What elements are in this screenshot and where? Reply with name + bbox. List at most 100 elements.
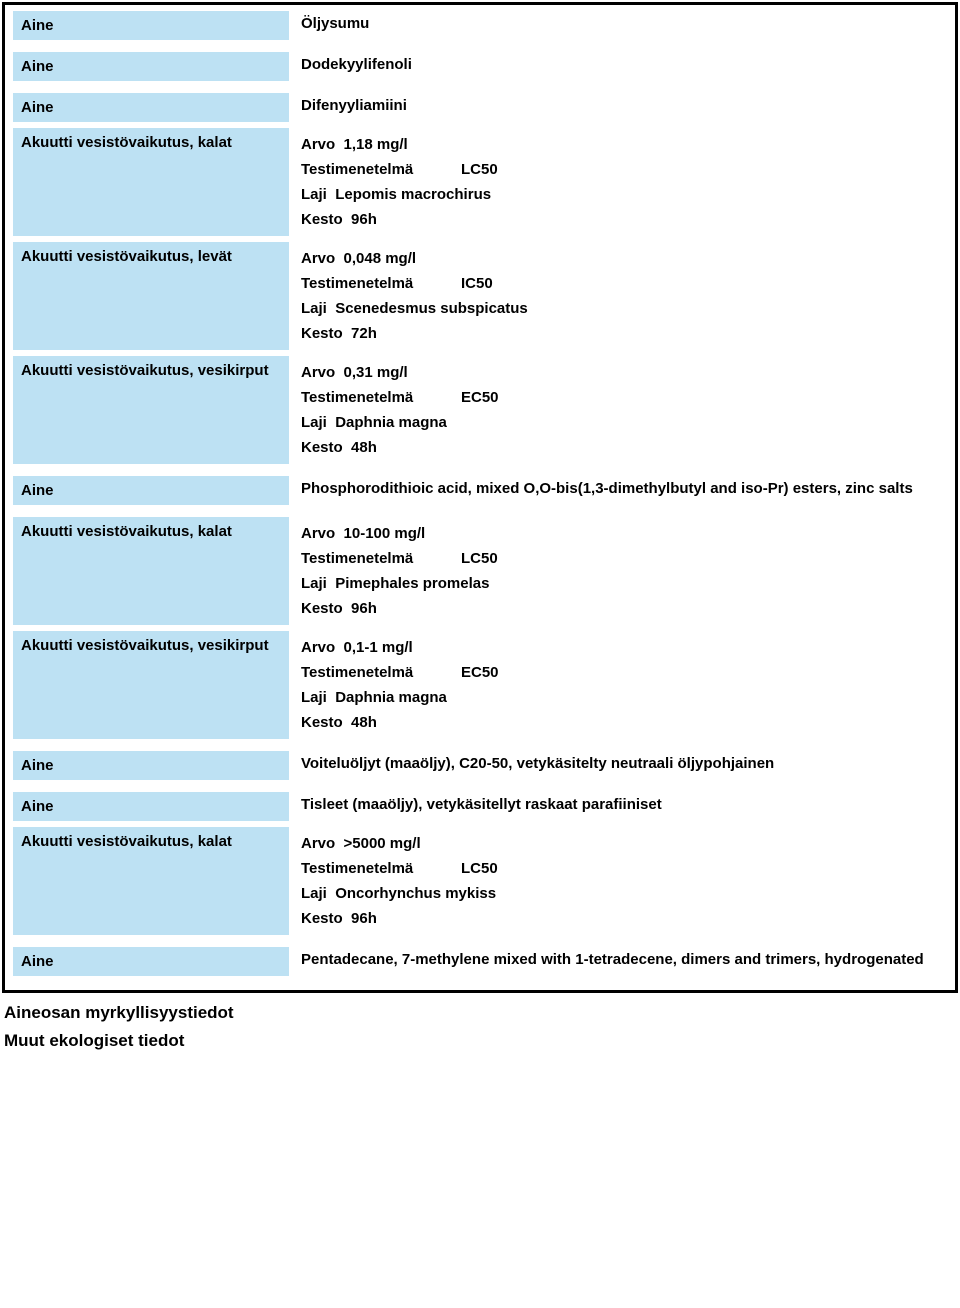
detail-kesto: Kesto 96h xyxy=(301,596,939,621)
detail-arvo-key: Arvo xyxy=(301,639,344,656)
table-row: Akuutti vesistövaikutus, vesikirputArvo … xyxy=(13,631,947,739)
detail-laji-value: Pimephales promelas xyxy=(335,575,489,592)
detail-arvo-key: Arvo xyxy=(301,835,344,852)
detail-laji: Laji Daphnia magna xyxy=(301,685,939,710)
detail-kesto-value: 96h xyxy=(351,211,377,228)
row-label: Aine xyxy=(13,947,289,976)
row-value: Arvo 0,048 mg/lTestimenetelmäIC50Laji Sc… xyxy=(289,242,947,350)
detail-kesto: Kesto 96h xyxy=(301,207,939,232)
detail-testimenetelma-key: Testimenetelmä xyxy=(301,161,461,178)
footer-heading-2: Muut ekologiset tiedot xyxy=(0,1027,960,1055)
row-label: Akuutti vesistövaikutus, vesikirput xyxy=(13,631,289,739)
table-row: AineDodekyylifenoli xyxy=(13,52,947,81)
detail-testimenetelma: TestimenetelmäLC50 xyxy=(301,157,939,182)
row-value: Arvo 0,31 mg/l TestimenetelmäEC50 Laji Dap… xyxy=(289,356,947,464)
detail-testimenetelma-value: LC50 xyxy=(461,161,498,178)
row-value: Öljysumu xyxy=(289,11,947,36)
detail-arvo-key: Arvo xyxy=(301,525,344,542)
row-label: Aine xyxy=(13,11,289,40)
detail-kesto-key: Kesto xyxy=(301,600,351,617)
detail-arvo-value: 10-100 mg/l xyxy=(344,525,426,542)
detail-kesto-value: 48h xyxy=(351,714,377,731)
data-table-container: AineÖljysumuAineDodekyylifenoliAineDifen… xyxy=(2,2,958,993)
detail-laji-value: Scenedesmus subspicatus xyxy=(335,300,528,317)
row-label: Akuutti vesistövaikutus, levät xyxy=(13,242,289,350)
row-label: Aine xyxy=(13,52,289,81)
detail-kesto-key: Kesto xyxy=(301,439,351,456)
detail-arvo: Arvo 0,31 mg/l xyxy=(301,360,939,385)
row-label: Akuutti vesistövaikutus, kalat xyxy=(13,827,289,935)
row-value: Pentadecane, 7-methylene mixed with 1-te… xyxy=(289,947,947,972)
row-label: Akuutti vesistövaikutus, vesikirput xyxy=(13,356,289,464)
table-row: Akuutti vesistövaikutus, levät Arvo 0,048… xyxy=(13,242,947,350)
detail-laji-value: Lepomis macrochirus xyxy=(335,186,491,203)
detail-arvo: Arvo 0,048 mg/l xyxy=(301,246,939,271)
detail-testimenetelma-value: LC50 xyxy=(461,860,498,877)
detail-testimenetelma-value: EC50 xyxy=(461,389,499,406)
detail-kesto: Kesto 48h xyxy=(301,710,939,735)
row-value: Tisleet (maaöljy), vetykäsitellyt raskaa… xyxy=(289,792,947,817)
detail-laji-key: Laji xyxy=(301,689,335,706)
row-value: Arvo 0,1-1 mg/lTestimenetelmäEC50Laji Da… xyxy=(289,631,947,739)
detail-testimenetelma-value: IC50 xyxy=(461,275,493,292)
detail-testimenetelma: TestimenetelmäLC50 xyxy=(301,546,939,571)
row-value: Arvo >5000 mg/lTestimenetelmäLC50Laji On… xyxy=(289,827,947,935)
table-row: AineVoiteluöljyt (maaöljy), C20-50, vety… xyxy=(13,751,947,780)
row-label: Aine xyxy=(13,476,289,505)
detail-arvo-value: 1,18 mg/l xyxy=(344,136,408,153)
detail-laji-value: Daphnia magna xyxy=(335,689,447,706)
detail-arvo-value: 0,31 mg/l xyxy=(344,364,408,381)
table-row: Akuutti vesistövaikutus, vesikirputArvo … xyxy=(13,356,947,464)
detail-kesto-key: Kesto xyxy=(301,910,351,927)
row-label: Akuutti vesistövaikutus, kalat xyxy=(13,128,289,236)
detail-laji: Laji Lepomis macrochirus xyxy=(301,182,939,207)
table-row: AinePhosphorodithioic acid, mixed O,O-bi… xyxy=(13,476,947,505)
table-row: AineÖljysumu xyxy=(13,11,947,40)
table-row: Akuutti vesistövaikutus, kalat Arvo 1,18 … xyxy=(13,128,947,236)
detail-kesto: Kesto 96h xyxy=(301,906,939,931)
detail-kesto: Kesto 72h xyxy=(301,321,939,346)
table-row: AineTisleet (maaöljy), vetykäsitellyt ra… xyxy=(13,792,947,821)
detail-kesto-value: 96h xyxy=(351,600,377,617)
detail-testimenetelma-value: LC50 xyxy=(461,550,498,567)
detail-kesto-value: 48h xyxy=(351,439,377,456)
detail-arvo-key: Arvo xyxy=(301,364,344,381)
detail-arvo-value: 0,048 mg/l xyxy=(344,250,417,267)
table-row: AineDifenyyliamiini xyxy=(13,93,947,122)
detail-testimenetelma-key: Testimenetelmä xyxy=(301,389,461,406)
detail-kesto-value: 72h xyxy=(351,325,377,342)
detail-arvo-key: Arvo xyxy=(301,250,344,267)
row-label: Aine xyxy=(13,792,289,821)
detail-kesto: Kesto 48h xyxy=(301,435,939,460)
row-value: Arvo 1,18 mg/lTestimenetelmäLC50Laji Lep… xyxy=(289,128,947,236)
table-row: Akuutti vesistövaikutus, kalat Arvo >5000… xyxy=(13,827,947,935)
detail-arvo: Arvo 1,18 mg/l xyxy=(301,132,939,157)
detail-laji-key: Laji xyxy=(301,414,335,431)
row-label: Aine xyxy=(13,751,289,780)
detail-testimenetelma: TestimenetelmäLC50 xyxy=(301,856,939,881)
detail-arvo: Arvo 10-100 mg/l xyxy=(301,521,939,546)
detail-laji-key: Laji xyxy=(301,300,335,317)
detail-testimenetelma: TestimenetelmäEC50 xyxy=(301,660,939,685)
row-label: Akuutti vesistövaikutus, kalat xyxy=(13,517,289,625)
detail-laji-key: Laji xyxy=(301,885,335,902)
table-row: AinePentadecane, 7-methylene mixed with … xyxy=(13,947,947,976)
footer-heading-1: Aineosan myrkyllisyystiedot xyxy=(0,999,960,1027)
detail-laji: Laji Scenedesmus subspicatus xyxy=(301,296,939,321)
detail-arvo-key: Arvo xyxy=(301,136,344,153)
detail-testimenetelma-key: Testimenetelmä xyxy=(301,664,461,681)
row-value: Voiteluöljyt (maaöljy), C20-50, vetykäsi… xyxy=(289,751,947,776)
detail-kesto-key: Kesto xyxy=(301,325,351,342)
detail-laji-key: Laji xyxy=(301,186,335,203)
row-value: Dodekyylifenoli xyxy=(289,52,947,77)
row-label: Aine xyxy=(13,93,289,122)
detail-laji: Laji Daphnia magna xyxy=(301,410,939,435)
detail-laji: Laji Pimephales promelas xyxy=(301,571,939,596)
detail-arvo-value: >5000 mg/l xyxy=(344,835,421,852)
row-value: Arvo 10-100 mg/lTestimenetelmäLC50Laji P… xyxy=(289,517,947,625)
detail-kesto-key: Kesto xyxy=(301,714,351,731)
detail-testimenetelma: TestimenetelmäIC50 xyxy=(301,271,939,296)
row-value: Phosphorodithioic acid, mixed O,O-bis(1,… xyxy=(289,476,947,501)
detail-kesto-key: Kesto xyxy=(301,211,351,228)
detail-testimenetelma-key: Testimenetelmä xyxy=(301,550,461,567)
